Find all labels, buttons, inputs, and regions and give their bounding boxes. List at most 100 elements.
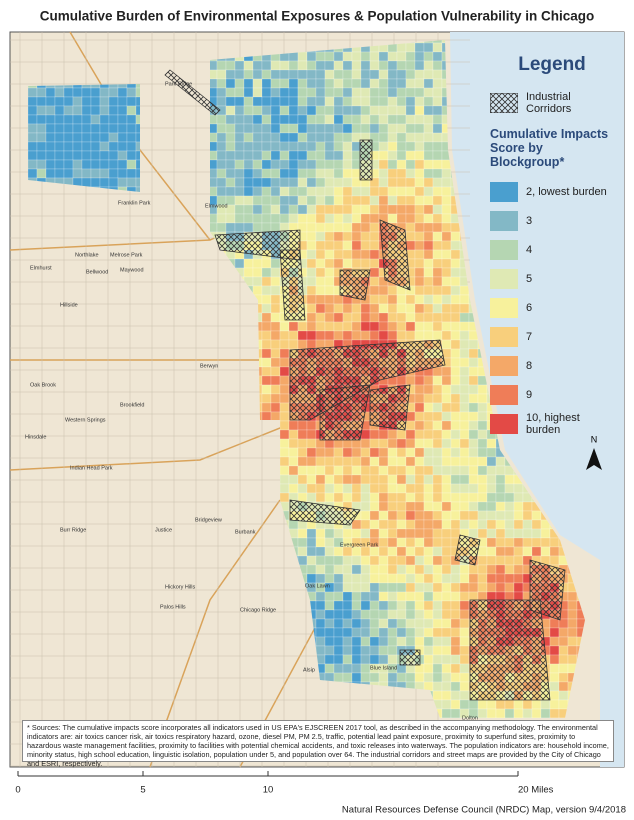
- blockgroup: [369, 321, 380, 332]
- blockgroup: [261, 303, 272, 314]
- blockgroup: [333, 87, 344, 98]
- blockgroup: [108, 105, 119, 116]
- blockgroup: [324, 114, 335, 125]
- blockgroup: [549, 636, 560, 647]
- blockgroup: [432, 384, 443, 395]
- blockgroup: [459, 591, 470, 602]
- blockgroup: [333, 447, 344, 458]
- blockgroup: [369, 474, 380, 485]
- blockgroup: [126, 96, 137, 107]
- blockgroup: [324, 195, 335, 206]
- blockgroup: [36, 159, 47, 170]
- blockgroup: [81, 96, 92, 107]
- blockgroup: [252, 195, 263, 206]
- blockgroup: [279, 348, 290, 359]
- blockgroup: [405, 150, 416, 161]
- blockgroup: [423, 573, 434, 584]
- blockgroup: [306, 213, 317, 224]
- blockgroup: [342, 168, 353, 179]
- blockgroup: [369, 78, 380, 89]
- blockgroup: [477, 492, 488, 503]
- blockgroup: [387, 186, 398, 197]
- blockgroup: [423, 159, 434, 170]
- blockgroup: [396, 618, 407, 629]
- blockgroup: [405, 195, 416, 206]
- blockgroup: [360, 114, 371, 125]
- blockgroup: [342, 231, 353, 242]
- blockgroup: [306, 528, 317, 539]
- blockgroup: [369, 285, 380, 296]
- blockgroup: [450, 258, 461, 269]
- blockgroup: [387, 564, 398, 575]
- blockgroup: [549, 537, 560, 548]
- blockgroup: [45, 159, 56, 170]
- blockgroup: [261, 402, 272, 413]
- blockgroup: [360, 60, 371, 71]
- blockgroup: [234, 177, 245, 188]
- blockgroup: [405, 537, 416, 548]
- blockgroup: [297, 132, 308, 143]
- blockgroup: [423, 411, 434, 422]
- blockgroup: [279, 483, 290, 494]
- blockgroup: [432, 366, 443, 377]
- blockgroup: [315, 186, 326, 197]
- blockgroup: [423, 96, 434, 107]
- blockgroup: [261, 348, 272, 359]
- blockgroup: [81, 114, 92, 125]
- blockgroup: [333, 231, 344, 242]
- blockgroup: [396, 330, 407, 341]
- blockgroup: [360, 609, 371, 620]
- blockgroup: [288, 78, 299, 89]
- blockgroup: [513, 546, 524, 557]
- blockgroup: [333, 105, 344, 116]
- blockgroup: [414, 51, 425, 62]
- blockgroup: [414, 483, 425, 494]
- blockgroup: [216, 87, 227, 98]
- blockgroup: [459, 294, 470, 305]
- blockgroup: [216, 132, 227, 143]
- blockgroup: [324, 213, 335, 224]
- blockgroup: [333, 168, 344, 179]
- blockgroup: [369, 213, 380, 224]
- blockgroup: [414, 222, 425, 233]
- blockgroup: [369, 672, 380, 683]
- blockgroup: [459, 663, 470, 674]
- blockgroup: [252, 105, 263, 116]
- blockgroup: [216, 141, 227, 152]
- blockgroup: [342, 555, 353, 566]
- blockgroup: [414, 528, 425, 539]
- blockgroup: [414, 294, 425, 305]
- blockgroup: [306, 267, 317, 278]
- blockgroup: [432, 321, 443, 332]
- blockgroup: [414, 312, 425, 323]
- blockgroup: [396, 78, 407, 89]
- blockgroup: [450, 402, 461, 413]
- blockgroup: [387, 69, 398, 80]
- blockgroup: [432, 132, 443, 143]
- blockgroup: [432, 645, 443, 656]
- blockgroup: [441, 627, 452, 638]
- blockgroup: [279, 177, 290, 188]
- blockgroup: [378, 60, 389, 71]
- blockgroup: [441, 690, 452, 701]
- blockgroup: [396, 564, 407, 575]
- blockgroup: [360, 600, 371, 611]
- blockgroup: [279, 141, 290, 152]
- blockgroup: [450, 609, 461, 620]
- blockgroup: [324, 483, 335, 494]
- blockgroup: [396, 474, 407, 485]
- blockgroup: [234, 123, 245, 134]
- blockgroup: [396, 42, 407, 53]
- blockgroup: [360, 519, 371, 530]
- blockgroup: [306, 447, 317, 458]
- blockgroup: [36, 168, 47, 179]
- blockgroup: [540, 546, 551, 557]
- blockgroup: [252, 69, 263, 80]
- blockgroup: [396, 150, 407, 161]
- blockgroup: [279, 105, 290, 116]
- blockgroup: [99, 105, 110, 116]
- blockgroup: [567, 618, 578, 629]
- blockgroup: [234, 141, 245, 152]
- blockgroup: [315, 600, 326, 611]
- blockgroup: [270, 105, 281, 116]
